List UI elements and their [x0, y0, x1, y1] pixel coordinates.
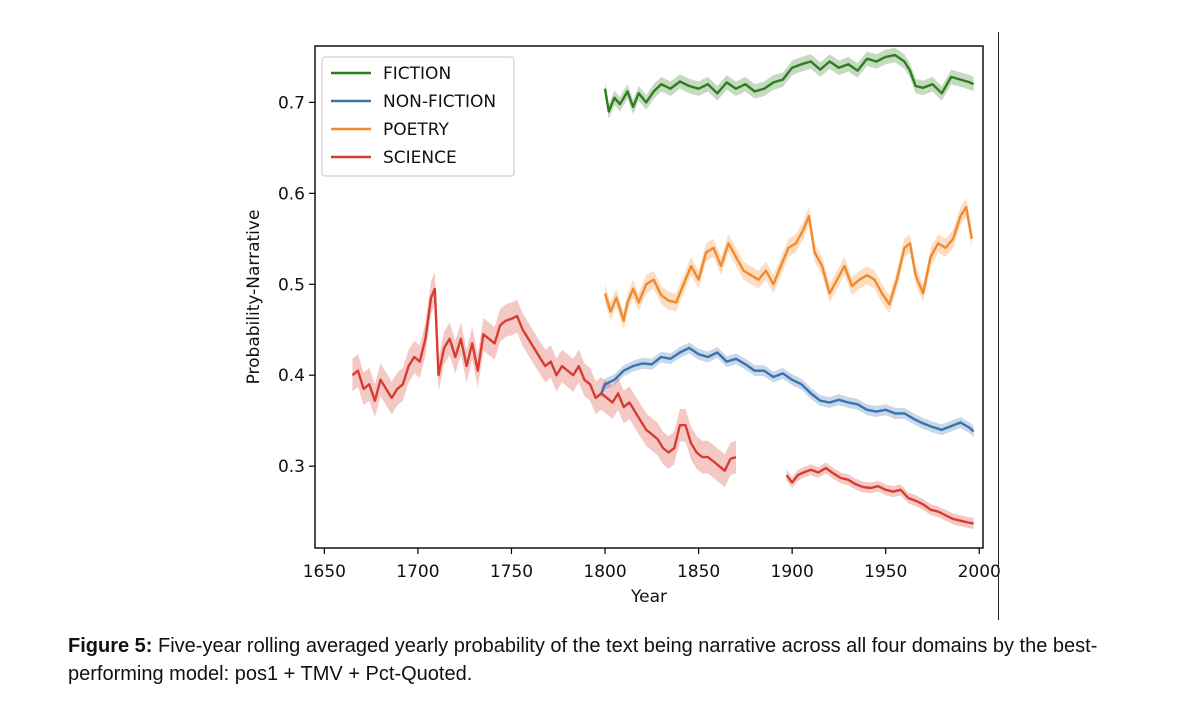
- x-axis-ticks: 1650 1700 1750 1800 1850 1900 1950 2000: [303, 548, 1001, 582]
- figure-caption: Figure 5: Five-year rolling averaged yea…: [68, 632, 1178, 688]
- x-tick-label: 1850: [677, 562, 720, 582]
- x-tick-label: 1800: [583, 562, 626, 582]
- line-chart: 1650 1700 1750 1800 1850 1900 1950 2000 0.30.40…: [244, 45, 1001, 607]
- science-line: [351, 287, 737, 472]
- legend-label-science: SCIENCE: [383, 148, 457, 168]
- y-tick-label: 0.3: [278, 457, 305, 477]
- caption-label: Figure 5:: [68, 635, 153, 657]
- x-tick-label: 2000: [958, 562, 1001, 582]
- poetry-line: [603, 205, 973, 322]
- x-tick-label: 1750: [490, 562, 533, 582]
- column-divider: [998, 32, 999, 620]
- x-tick-label: 1700: [396, 562, 439, 582]
- y-axis-label: Probability-Narrative: [244, 210, 264, 385]
- x-axis-label: Year: [630, 587, 667, 607]
- plot-frame: [314, 45, 984, 549]
- science-line: [785, 466, 974, 525]
- caption-text: Five-year rolling averaged yearly probab…: [68, 635, 1098, 685]
- x-tick-label: 1650: [303, 562, 346, 582]
- legend-label-fiction: FICTION: [383, 64, 451, 84]
- legend: FICTION NON-FICTION POETRY SCIENCE: [321, 56, 515, 177]
- x-tick-label: 1950: [864, 562, 907, 582]
- non-fiction-line: [600, 346, 975, 433]
- fiction-confidence-band: [605, 47, 974, 119]
- y-axis-ticks: 0.3 0.4 0.5 0.6 0.7: [278, 93, 315, 477]
- science-confidence-band: [786, 462, 974, 529]
- y-tick-label: 0.4: [278, 366, 305, 386]
- confidence-bands: [352, 47, 974, 529]
- poetry-confidence-band: [605, 197, 972, 330]
- x-tick-label: 1900: [771, 562, 814, 582]
- science-confidence-band: [352, 272, 736, 488]
- legend-label-non-fiction: NON-FICTION: [383, 92, 496, 112]
- y-tick-label: 0.7: [278, 93, 305, 113]
- non-fiction-confidence-band: [601, 342, 974, 438]
- legend-box: [321, 56, 515, 177]
- legend-label-poetry: POETRY: [383, 120, 449, 140]
- fiction-line: [603, 53, 975, 113]
- series-lines: [351, 53, 975, 525]
- y-tick-label: 0.5: [278, 275, 305, 295]
- y-tick-label: 0.6: [278, 184, 305, 204]
